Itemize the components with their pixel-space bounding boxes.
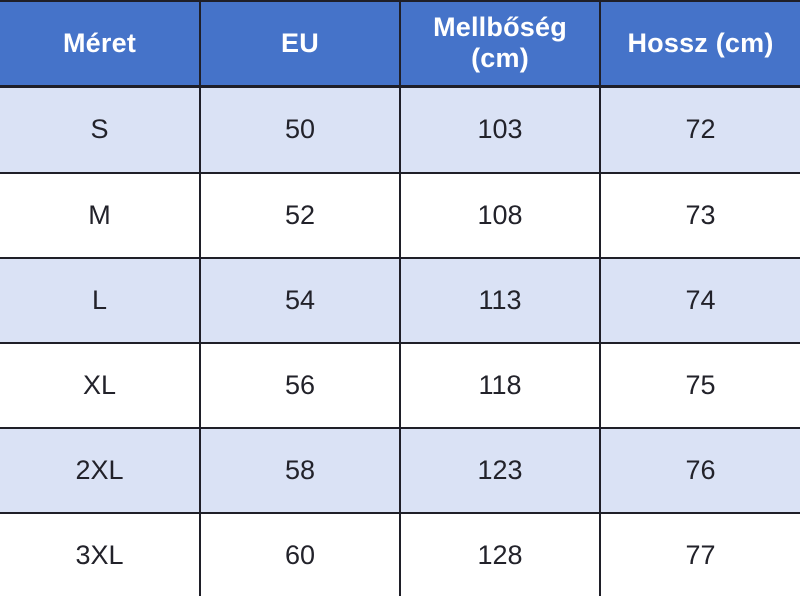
cell-size: 3XL <box>0 512 201 596</box>
table-row-m: M 52 108 73 <box>0 171 800 259</box>
cell-chest: 108 <box>399 171 601 259</box>
cell-eu: 58 <box>199 427 401 515</box>
cell-length: 72 <box>599 85 800 174</box>
cell-chest: 113 <box>399 256 601 344</box>
cell-size: 2XL <box>0 427 201 515</box>
cell-length: 77 <box>599 512 800 596</box>
cell-size: S <box>0 85 201 174</box>
cell-chest: 103 <box>399 85 601 174</box>
cell-length: 76 <box>599 427 800 515</box>
cell-length: 75 <box>599 341 800 430</box>
column-header-meret: Méret <box>0 0 201 88</box>
table-row-3xl: 3XL 60 128 77 <box>0 512 800 596</box>
header-row: Méret EU Mellbőség (cm) Hossz (cm) <box>0 0 800 88</box>
cell-eu: 56 <box>199 341 401 430</box>
cell-length: 73 <box>599 171 800 259</box>
column-header-hossz: Hossz (cm) <box>599 0 800 88</box>
table-row-l: L 54 113 74 <box>0 256 800 344</box>
table-row-xl: XL 56 118 75 <box>0 341 800 430</box>
column-header-mellboseg: Mellbőség (cm) <box>399 0 601 88</box>
cell-eu: 54 <box>199 256 401 344</box>
column-header-eu: EU <box>199 0 401 88</box>
cell-size: L <box>0 256 201 344</box>
cell-eu: 60 <box>199 512 401 596</box>
cell-size: XL <box>0 341 201 430</box>
cell-length: 74 <box>599 256 800 344</box>
table-body: S 50 103 72 M 52 108 73 L 54 113 74 XL 5… <box>0 85 800 596</box>
table-row-s: S 50 103 72 <box>0 85 800 174</box>
cell-chest: 128 <box>399 512 601 596</box>
cell-chest: 118 <box>399 341 601 430</box>
cell-chest: 123 <box>399 427 601 515</box>
table-row-2xl: 2XL 58 123 76 <box>0 427 800 515</box>
cell-eu: 52 <box>199 171 401 259</box>
table-header: Méret EU Mellbőség (cm) Hossz (cm) <box>0 0 800 88</box>
cell-eu: 50 <box>199 85 401 174</box>
cell-size: M <box>0 171 201 259</box>
